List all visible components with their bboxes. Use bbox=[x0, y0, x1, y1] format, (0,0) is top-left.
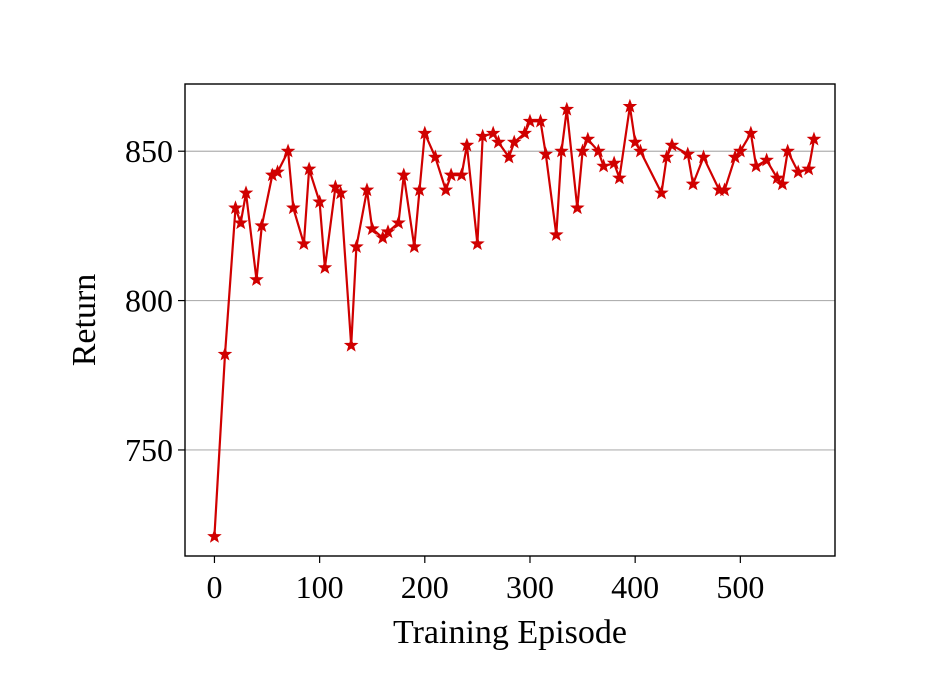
data-point-star bbox=[296, 236, 312, 251]
data-point-star bbox=[475, 128, 490, 143]
data-point-star bbox=[548, 227, 564, 242]
data-point-star bbox=[380, 224, 396, 239]
x-ticks: 0 100 200 300 400 500 bbox=[206, 556, 764, 605]
data-point-star bbox=[748, 158, 764, 173]
data-point-star bbox=[554, 143, 569, 158]
data-point-star bbox=[249, 272, 264, 286]
data-point-star bbox=[301, 161, 317, 176]
x-tick-label: 0 bbox=[206, 569, 222, 605]
data-point-star bbox=[280, 143, 296, 158]
data-point-star bbox=[317, 260, 333, 274]
y-tick-label: 750 bbox=[125, 432, 173, 468]
data-point-star bbox=[659, 149, 675, 164]
data-point-star bbox=[717, 182, 732, 197]
data-point-star bbox=[391, 215, 406, 230]
data-point-star bbox=[606, 155, 622, 170]
data-point-star bbox=[806, 131, 822, 146]
data-point-star bbox=[769, 170, 785, 185]
data-point-star bbox=[654, 185, 669, 200]
data-point-star bbox=[443, 167, 459, 182]
data-point-star bbox=[596, 158, 611, 173]
data-point-star bbox=[591, 143, 606, 158]
data-point-star bbox=[217, 346, 233, 361]
data-point-star bbox=[364, 221, 380, 236]
data-point-star bbox=[780, 143, 795, 158]
data-point-star bbox=[696, 149, 711, 164]
data-point-star bbox=[454, 167, 469, 182]
y-ticks: 750 800 850 bbox=[125, 133, 185, 468]
series-markers bbox=[207, 98, 822, 543]
data-point-star bbox=[328, 179, 343, 194]
data-point-star bbox=[775, 176, 790, 191]
data-point-star bbox=[664, 137, 680, 152]
data-point-star bbox=[491, 134, 506, 149]
data-point-star bbox=[459, 137, 475, 152]
data-point-star bbox=[343, 337, 359, 352]
data-point-star bbox=[743, 125, 759, 140]
y-tick-label: 850 bbox=[125, 133, 173, 169]
x-axis-label: Training Episode bbox=[393, 614, 627, 651]
data-point-star bbox=[633, 143, 648, 158]
x-tick-label: 200 bbox=[401, 569, 449, 605]
data-point-star bbox=[538, 146, 554, 161]
data-point-star bbox=[238, 185, 254, 200]
data-point-star bbox=[349, 239, 364, 254]
grid-lines bbox=[185, 150, 835, 451]
plot-frame bbox=[184, 83, 836, 557]
y-tick-label: 800 bbox=[125, 283, 173, 319]
data-point-star bbox=[575, 143, 590, 158]
data-point-star bbox=[501, 149, 517, 164]
data-point-star bbox=[570, 200, 585, 215]
series-line bbox=[213, 106, 816, 537]
x-tick-label: 500 bbox=[716, 569, 764, 605]
data-point-star bbox=[312, 194, 327, 209]
data-point-star bbox=[428, 149, 443, 164]
data-point-star bbox=[207, 528, 222, 543]
data-point-star bbox=[286, 200, 301, 215]
data-point-star bbox=[727, 149, 743, 164]
x-tick-label: 300 bbox=[506, 569, 554, 605]
data-point-star bbox=[485, 125, 501, 140]
data-point-star bbox=[622, 98, 638, 113]
data-point-star bbox=[396, 167, 412, 182]
data-point-star bbox=[517, 125, 533, 140]
data-point-star bbox=[233, 215, 249, 230]
data-point-star bbox=[417, 125, 433, 140]
data-point-star bbox=[790, 164, 806, 179]
data-point-star bbox=[254, 218, 270, 233]
data-point-star bbox=[270, 164, 285, 179]
data-point-star bbox=[580, 131, 596, 146]
x-tick-label: 100 bbox=[296, 569, 344, 605]
data-point-star bbox=[801, 161, 816, 176]
data-point-star bbox=[733, 143, 748, 158]
data-point-star bbox=[470, 236, 485, 251]
data-point-star bbox=[412, 182, 427, 197]
data-point-star bbox=[522, 113, 538, 128]
data-point-star bbox=[333, 185, 348, 200]
data-point-star bbox=[627, 134, 643, 149]
data-point-star bbox=[438, 182, 454, 197]
data-point-star bbox=[533, 113, 548, 128]
data-point-star bbox=[375, 230, 391, 245]
data-point-star bbox=[559, 101, 575, 116]
data-point-star bbox=[407, 239, 422, 254]
data-point-star bbox=[612, 170, 627, 185]
x-tick-label: 400 bbox=[611, 569, 659, 605]
data-point-star bbox=[359, 182, 375, 197]
data-point-star bbox=[759, 152, 774, 167]
data-point-star bbox=[680, 146, 696, 161]
data-point-star bbox=[685, 176, 701, 191]
y-axis-label: Return bbox=[66, 274, 103, 367]
data-point-star bbox=[506, 134, 522, 149]
data-point-star bbox=[228, 200, 243, 215]
